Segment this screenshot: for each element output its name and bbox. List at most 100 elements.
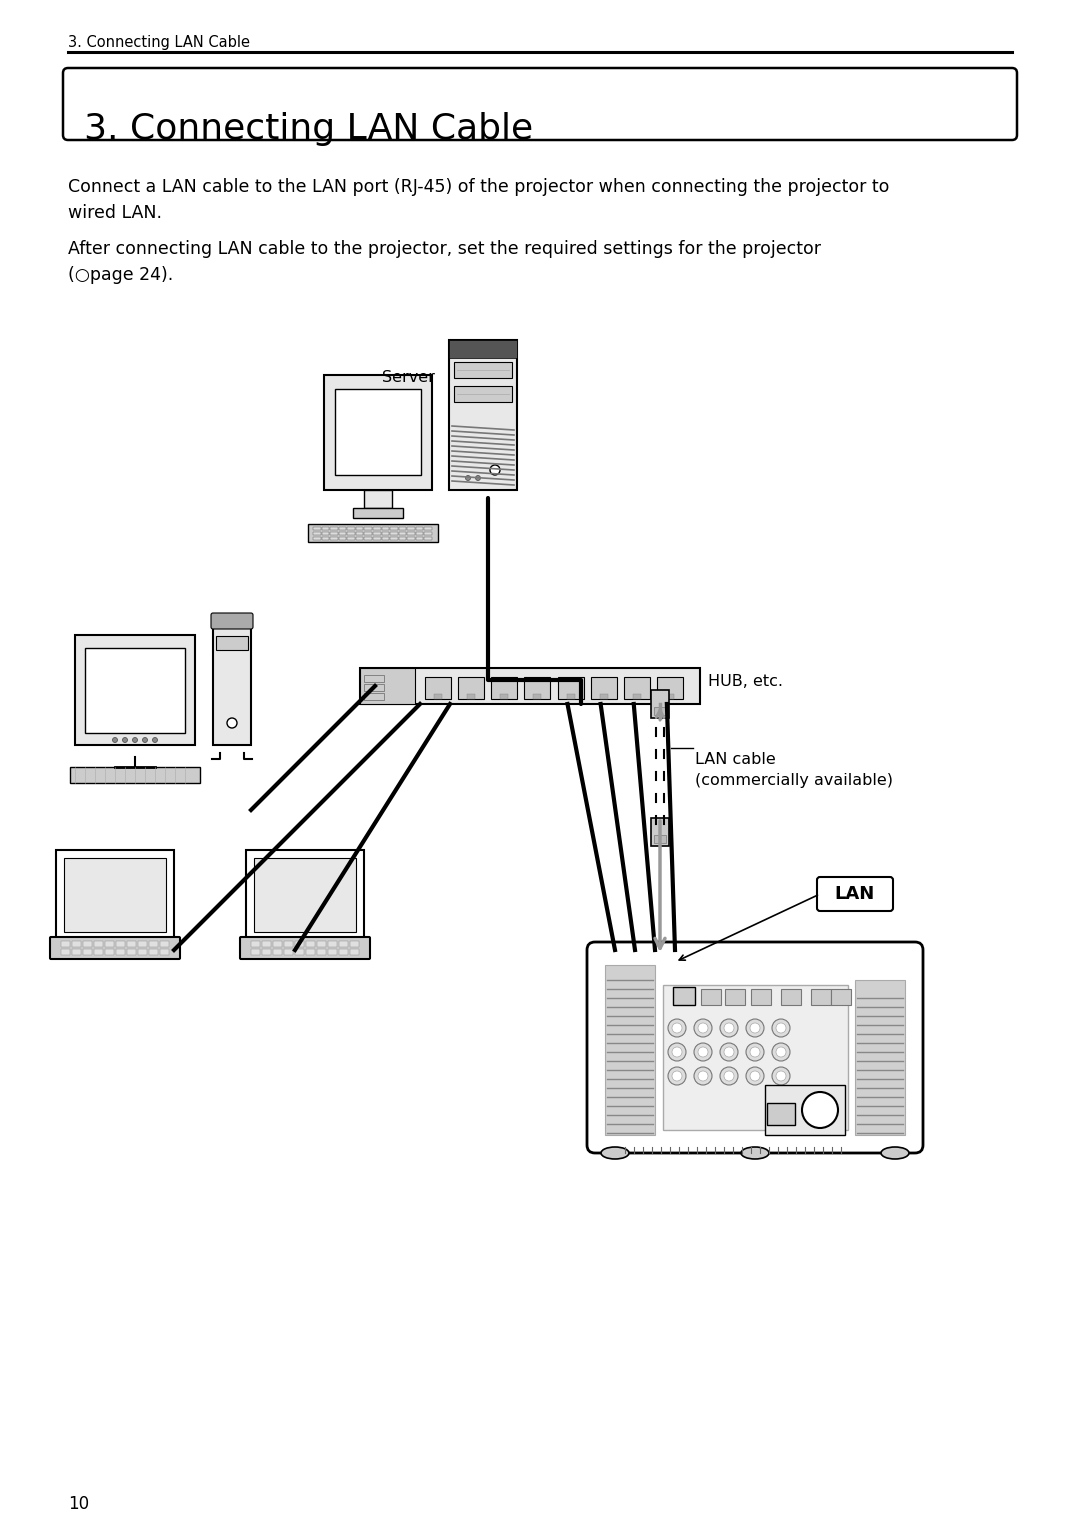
Bar: [313, 537, 321, 540]
Bar: [500, 694, 509, 699]
Bar: [399, 526, 406, 531]
Bar: [373, 537, 380, 540]
Bar: [725, 989, 745, 1005]
Bar: [454, 385, 512, 402]
Text: LAN cable
(commercially available): LAN cable (commercially available): [696, 752, 893, 787]
Bar: [364, 674, 384, 682]
Bar: [364, 489, 392, 508]
Bar: [381, 537, 389, 540]
Bar: [85, 648, 185, 732]
Bar: [767, 1102, 795, 1125]
Bar: [246, 850, 364, 940]
Bar: [416, 532, 423, 535]
Bar: [127, 950, 136, 956]
Circle shape: [724, 1070, 734, 1081]
Bar: [149, 950, 158, 956]
Circle shape: [724, 1047, 734, 1057]
Text: LAN: LAN: [835, 885, 875, 904]
Bar: [381, 532, 389, 535]
Bar: [424, 526, 432, 531]
Bar: [138, 940, 147, 946]
Bar: [306, 940, 315, 946]
Bar: [605, 965, 654, 1135]
Bar: [360, 668, 415, 703]
Bar: [534, 694, 541, 699]
Circle shape: [669, 1018, 686, 1037]
Bar: [83, 940, 92, 946]
Bar: [94, 950, 103, 956]
Bar: [449, 339, 517, 358]
FancyBboxPatch shape: [591, 677, 617, 699]
Bar: [364, 537, 372, 540]
Bar: [262, 950, 271, 956]
Circle shape: [777, 1047, 786, 1057]
Bar: [355, 526, 364, 531]
FancyBboxPatch shape: [525, 677, 551, 699]
Circle shape: [672, 1070, 681, 1081]
Bar: [324, 375, 432, 489]
Circle shape: [122, 737, 127, 743]
Bar: [348, 532, 355, 535]
Bar: [449, 339, 517, 489]
Bar: [424, 532, 432, 535]
Text: HUB, etc.: HUB, etc.: [708, 674, 783, 690]
Bar: [339, 526, 347, 531]
Circle shape: [746, 1067, 764, 1086]
Bar: [160, 940, 168, 946]
Bar: [251, 950, 260, 956]
Circle shape: [669, 1043, 686, 1061]
Circle shape: [465, 476, 471, 480]
Bar: [313, 526, 321, 531]
FancyBboxPatch shape: [657, 677, 683, 699]
Bar: [72, 950, 81, 956]
Text: 10: 10: [68, 1495, 90, 1514]
Bar: [116, 950, 125, 956]
Bar: [322, 526, 329, 531]
Bar: [651, 690, 669, 719]
Bar: [339, 950, 348, 956]
Bar: [335, 388, 421, 476]
Ellipse shape: [600, 1147, 629, 1159]
Circle shape: [772, 1043, 789, 1061]
Bar: [381, 526, 389, 531]
Bar: [651, 818, 669, 846]
Circle shape: [694, 1043, 712, 1061]
Bar: [213, 615, 251, 745]
Bar: [666, 694, 674, 699]
Circle shape: [802, 1092, 838, 1128]
Circle shape: [227, 719, 237, 728]
Bar: [60, 940, 70, 946]
Ellipse shape: [741, 1147, 769, 1159]
Bar: [339, 532, 347, 535]
Bar: [313, 532, 321, 535]
Bar: [468, 694, 475, 699]
Bar: [364, 683, 384, 691]
Bar: [811, 989, 831, 1005]
Bar: [116, 940, 125, 946]
Bar: [330, 526, 338, 531]
Circle shape: [672, 1023, 681, 1034]
Text: Server: Server: [381, 370, 434, 385]
Bar: [339, 537, 347, 540]
Circle shape: [143, 737, 148, 743]
Text: Connect a LAN cable to the LAN port (RJ-45) of the projector when connecting the: Connect a LAN cable to the LAN port (RJ-…: [68, 177, 889, 222]
Circle shape: [152, 737, 158, 743]
Circle shape: [490, 465, 500, 476]
Circle shape: [698, 1023, 708, 1034]
Bar: [138, 950, 147, 956]
Circle shape: [672, 1047, 681, 1057]
Bar: [251, 940, 260, 946]
Text: After connecting LAN cable to the projector, set the required settings for the p: After connecting LAN cable to the projec…: [68, 240, 821, 284]
Bar: [416, 526, 423, 531]
Circle shape: [777, 1070, 786, 1081]
FancyBboxPatch shape: [458, 677, 484, 699]
Bar: [83, 950, 92, 956]
Bar: [350, 950, 359, 956]
Bar: [306, 950, 315, 956]
Bar: [364, 526, 372, 531]
Bar: [348, 537, 355, 540]
Bar: [454, 362, 512, 378]
Bar: [216, 636, 248, 650]
Bar: [284, 950, 293, 956]
Circle shape: [777, 1023, 786, 1034]
